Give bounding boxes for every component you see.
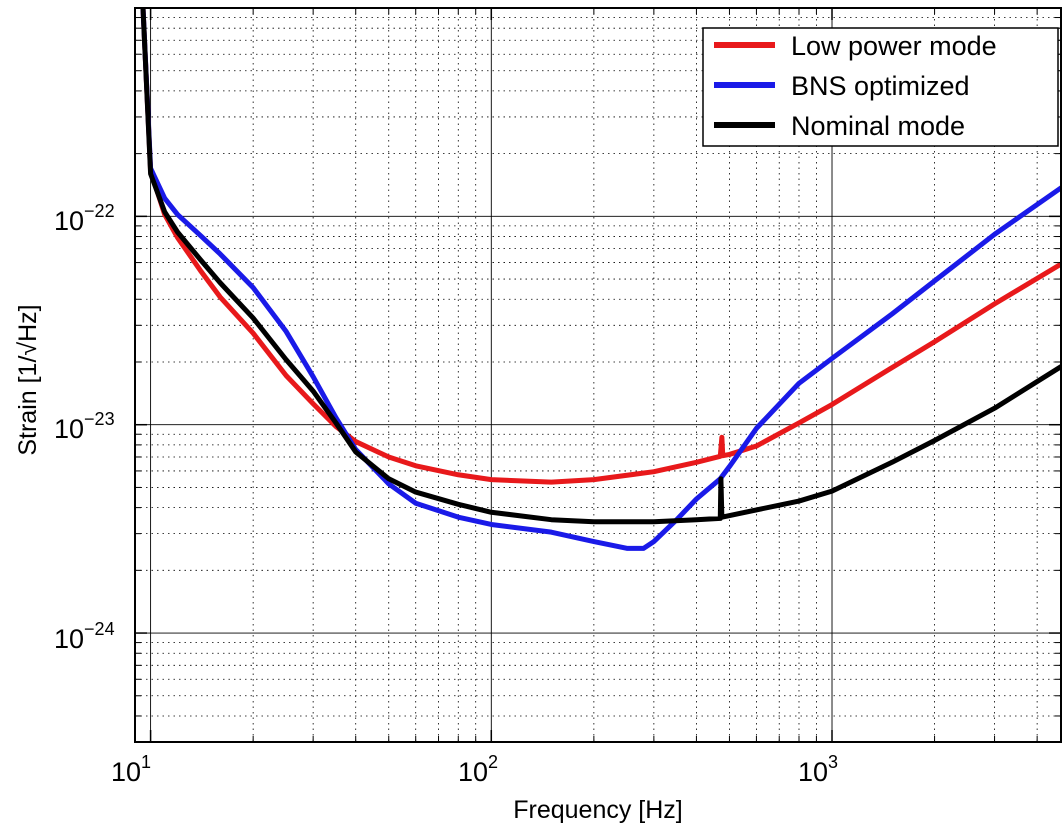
- y-tick-label-1e-23: 10−23: [54, 409, 115, 444]
- plot-frame: [134, 7, 1062, 743]
- series-layer: [140, 8, 1061, 551]
- x-axis-label: Frequency [Hz]: [513, 796, 683, 824]
- series-line-nominal-mode: [140, 8, 1061, 525]
- x-tick-label-1: 101: [111, 752, 151, 787]
- series-line-bns-optimized: [140, 8, 1061, 551]
- legend-label-nominal: Nominal mode: [791, 111, 965, 141]
- y-tick-label-1e-24: 10−24: [54, 619, 115, 654]
- legend-label-bns: BNS optimized: [791, 71, 970, 101]
- y-tick-label-1e-22: 10−22: [54, 201, 115, 236]
- series-line-low-power-mode: [140, 8, 1061, 485]
- y-axis-label: Strain [1/√Hz]: [14, 304, 42, 455]
- legend-label-low-power: Low power mode: [791, 31, 997, 61]
- legend: Low power mode BNS optimized Nominal mod…: [702, 27, 1059, 147]
- x-tick-label-3: 103: [798, 752, 838, 787]
- x-tick-label-2: 102: [458, 752, 498, 787]
